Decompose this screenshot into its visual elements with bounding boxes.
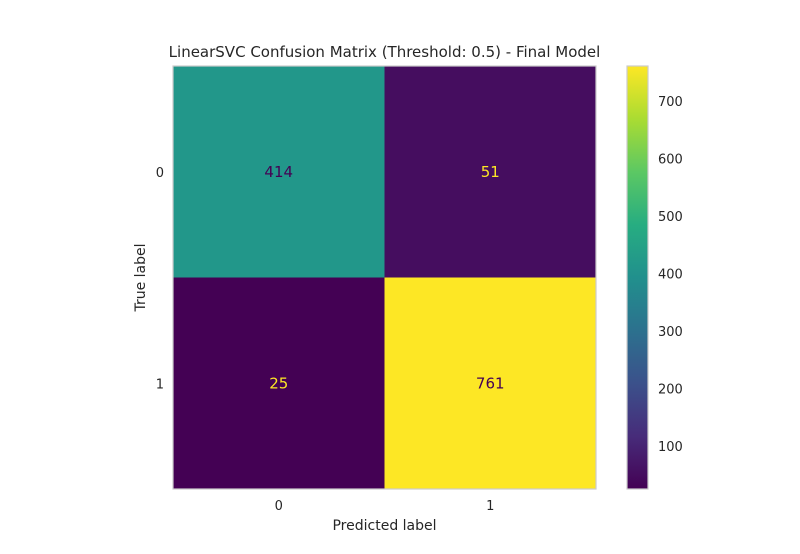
matrix-cell-0-1: [384, 66, 597, 278]
x-axis-label: Predicted label: [332, 518, 436, 534]
colorbar-tick-label: 700: [658, 95, 683, 110]
colorbar-tick-label: 400: [658, 267, 683, 282]
x-tick-label: 0: [275, 499, 283, 514]
colorbar-tick-label: 500: [658, 210, 683, 225]
matrix-cell-0-0: [173, 66, 385, 278]
matrix-cells: [173, 66, 597, 490]
cell-value-label: 761: [476, 374, 505, 392]
colorbar-tick-label: 600: [658, 153, 683, 168]
matrix-cell-1-0: [173, 277, 385, 490]
y-tick-label: 0: [156, 166, 164, 181]
colorbar-tick-label: 100: [658, 440, 683, 455]
y-axis-label: True label: [133, 243, 149, 312]
cell-value-label: 25: [269, 374, 288, 392]
matrix-cell-labels: 414 51 25 761: [264, 163, 504, 393]
x-tick-label: 1: [486, 499, 494, 514]
matrix-cell-1-1: [384, 277, 597, 490]
cell-value-label: 414: [264, 163, 293, 181]
colorbar-tick-label: 300: [658, 325, 683, 340]
matrix-frame: [172, 65, 597, 490]
colorbar-tick-label: 200: [658, 382, 683, 397]
chart-title: LinearSVC Confusion Matrix (Threshold: 0…: [169, 43, 601, 61]
colorbar-ticks: 100 200 300 400 500 600 700: [658, 95, 683, 455]
y-tick-label: 1: [156, 377, 164, 392]
y-axis-ticks: 01: [156, 166, 164, 393]
colorbar: [626, 65, 649, 490]
cell-value-label: 51: [481, 163, 500, 181]
